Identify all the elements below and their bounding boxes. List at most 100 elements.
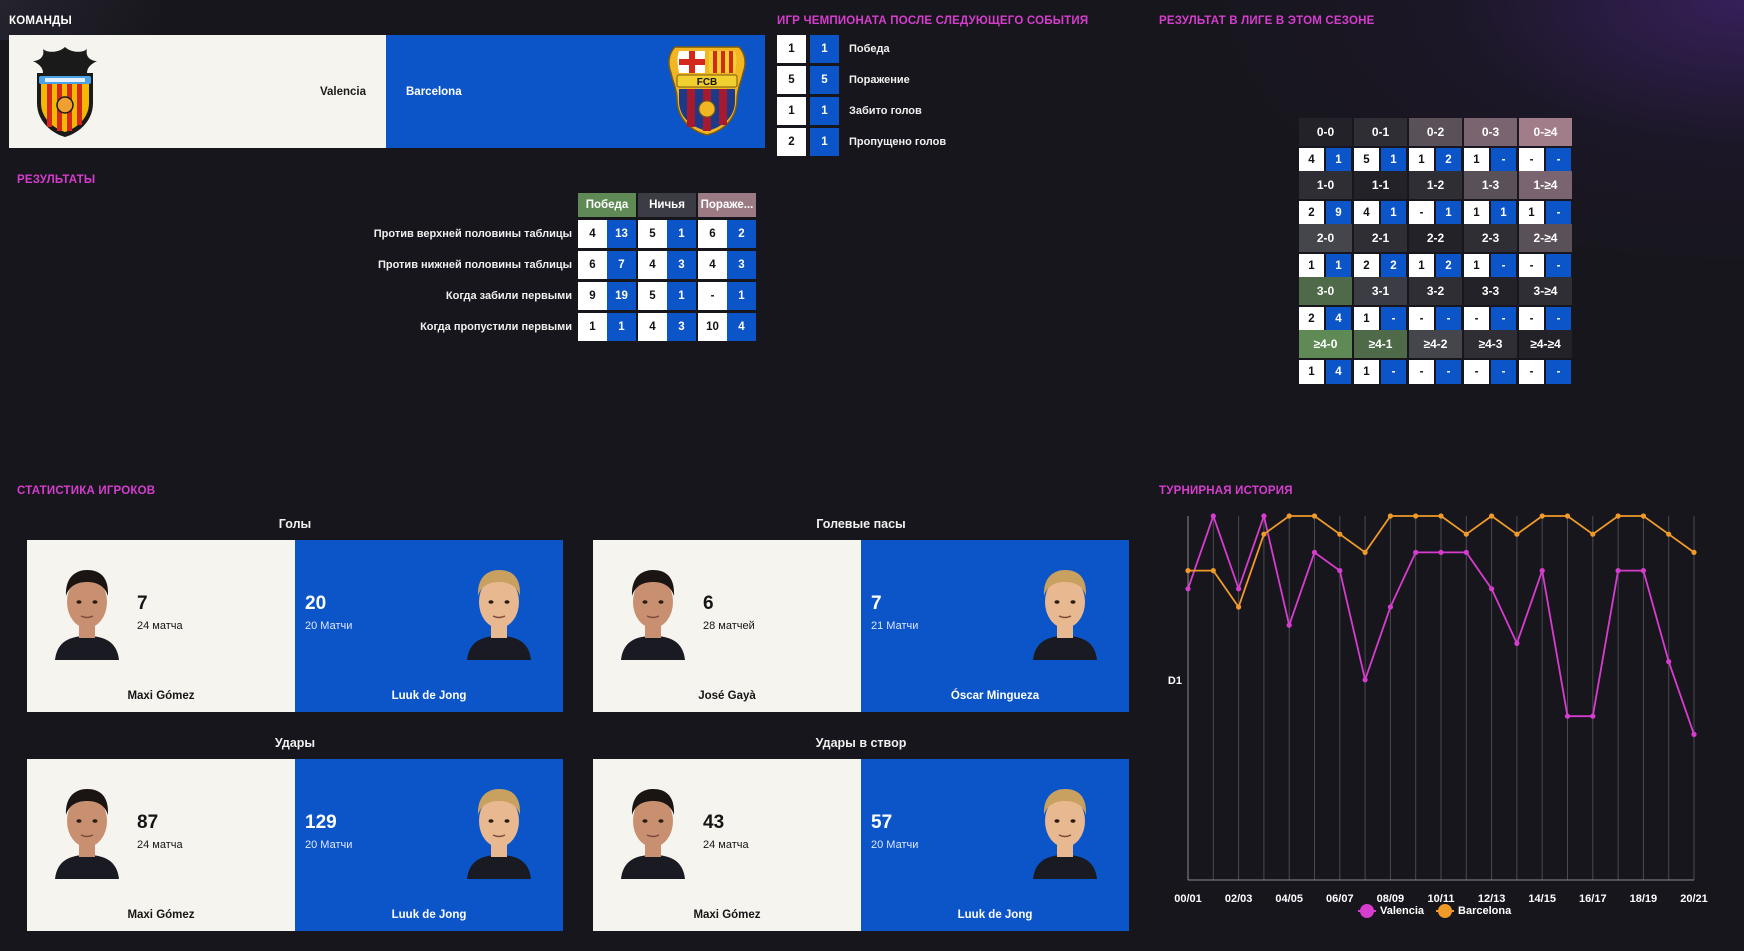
chart-point-valencia (1210, 513, 1216, 519)
teams-panel: Valencia Barcelona FCB (9, 35, 765, 148)
stat-matches: 24 матча (137, 839, 183, 851)
player-name[interactable]: Luuk de Jong (957, 909, 1033, 921)
player-name[interactable]: José Gayà (698, 690, 756, 702)
home-player-tile[interactable]: 87 24 матча Maxi Gómez (27, 759, 295, 931)
score-grid-header[interactable]: ≥4-≥4 (1519, 330, 1572, 358)
chart-point-valencia (1666, 659, 1672, 665)
chart-point-valencia (1236, 586, 1242, 592)
stat-card-title: Удары в створ (815, 736, 907, 750)
score-grid-cell: - (1519, 254, 1544, 278)
stat-card-title: Голевые пасы (816, 517, 906, 531)
player-name[interactable]: Maxi Gómez (127, 690, 195, 702)
legend-item-barcelona[interactable]: Barcelona (1436, 904, 1512, 918)
score-grid-header[interactable]: ≥4-2 (1409, 330, 1462, 358)
score-grid-cell: 4 (1354, 201, 1379, 225)
score-grid-cell: 4 (1299, 148, 1324, 172)
stat-card: 7 24 матча Maxi Gómez 20 20 Матчи Luuk de Jo… (27, 540, 563, 712)
score-grid-cell: 1 (1409, 254, 1434, 278)
chart-point-barcelona (1590, 531, 1596, 537)
player-name[interactable]: Luuk de Jong (391, 690, 467, 702)
next-event-label: Победа (849, 43, 890, 55)
chart-point-valencia (1337, 568, 1343, 574)
score-grid-header[interactable]: 3-0 (1299, 277, 1352, 305)
home-player-tile[interactable]: 6 28 матчей José Gayà (593, 540, 861, 712)
score-grid-header[interactable]: 0-2 (1409, 118, 1462, 146)
player-name[interactable]: Luuk de Jong (391, 909, 467, 921)
chart-point-barcelona (1463, 531, 1469, 537)
chart-point-barcelona (1387, 513, 1393, 519)
chart-point-barcelona (1691, 549, 1697, 555)
score-grid-cell: - (1546, 254, 1571, 278)
away-player-tile[interactable]: 129 20 Матчи Luuk de Jong (295, 759, 563, 931)
chart-point-valencia (1489, 586, 1495, 592)
score-grid-cell: - (1409, 307, 1434, 331)
stat-value: 43 (703, 812, 725, 833)
home-team-tile[interactable]: Valencia (9, 35, 386, 148)
away-player-tile[interactable]: 57 20 Матчи Luuk de Jong (861, 759, 1129, 931)
score-grid-header[interactable]: ≥4-3 (1464, 330, 1517, 358)
chart-point-barcelona (1438, 513, 1444, 519)
chart-x-tick-label: 18/19 (1630, 893, 1658, 905)
home-player-tile[interactable]: 7 24 матча Maxi Gómez (27, 540, 295, 712)
stat-card-title: Голы (278, 517, 312, 531)
next-event-label: Пропущено голов (849, 136, 947, 148)
chart-x-tick-label: 20/21 (1680, 893, 1708, 905)
results-cell: 1 (667, 282, 696, 310)
score-grid-header[interactable]: 0-1 (1354, 118, 1407, 146)
score-grid-header[interactable]: 1-≥4 (1519, 171, 1572, 199)
score-grid-header[interactable]: 1-1 (1354, 171, 1407, 199)
score-grid-header[interactable]: 0-0 (1299, 118, 1352, 146)
next-event-home-value: 1 (777, 97, 806, 125)
score-grid-cell: - (1546, 360, 1571, 384)
legend-item-valencia[interactable]: Valencia (1358, 904, 1425, 918)
score-grid-cell: 4 (1326, 307, 1351, 331)
league-results-title: РЕЗУЛЬТАТ В ЛИГЕ В ЭТОМ СЕЗОНЕ (1159, 15, 1375, 27)
results-cell: 4 (638, 251, 667, 279)
score-grid-header[interactable]: 2-≥4 (1519, 224, 1572, 252)
score-grid-header[interactable]: ≥4-1 (1354, 330, 1407, 358)
score-grid-header[interactable]: 3-3 (1464, 277, 1517, 305)
stat-value: 7 (871, 593, 882, 614)
score-grid-cell: 5 (1354, 148, 1379, 172)
chart-point-barcelona (1640, 513, 1646, 519)
chart-x-tick-label: 10/11 (1428, 893, 1455, 905)
results-cell: 13 (607, 220, 636, 248)
score-grid-header[interactable]: 1-0 (1299, 171, 1352, 199)
score-grid-header[interactable]: 3-≥4 (1519, 277, 1572, 305)
score-grid-header[interactable]: 0-3 (1464, 118, 1517, 146)
score-grid-header[interactable]: 1-3 (1464, 171, 1517, 199)
score-grid-cell: 1 (1409, 148, 1434, 172)
score-grid-header[interactable]: 2-3 (1464, 224, 1517, 252)
chart-point-barcelona (1286, 513, 1292, 519)
score-grid-header[interactable]: 2-2 (1409, 224, 1462, 252)
away-team-name: Barcelona (406, 85, 462, 98)
score-grid-header[interactable]: 0-≥4 (1519, 118, 1572, 146)
results-cell: 2 (727, 220, 756, 248)
valencia-crest-icon (33, 47, 97, 137)
player-name[interactable]: Maxi Gómez (127, 909, 195, 921)
away-team-tile[interactable]: Barcelona FCB (386, 35, 765, 148)
legend-label-valencia: Valencia (1380, 905, 1425, 917)
legend-label-barcelona: Barcelona (1458, 905, 1512, 917)
score-grid-header[interactable]: 1-2 (1409, 171, 1462, 199)
chart-point-valencia (1539, 568, 1545, 574)
score-grid-header[interactable]: 3-1 (1354, 277, 1407, 305)
player-avatar (51, 560, 123, 660)
score-grid-header[interactable]: 2-1 (1354, 224, 1407, 252)
score-grid-header[interactable]: ≥4-0 (1299, 330, 1352, 358)
score-grid-cell: - (1491, 148, 1516, 172)
home-team-name: Valencia (319, 85, 366, 98)
legend-swatch-valencia (1358, 904, 1376, 918)
chart-point-barcelona (1337, 531, 1343, 537)
away-player-tile[interactable]: 20 20 Матчи Luuk de Jong (295, 540, 563, 712)
away-player-tile[interactable]: 7 21 Матчи Óscar Mingueza (861, 540, 1129, 712)
player-name[interactable]: Maxi Gómez (693, 909, 761, 921)
player-name[interactable]: Óscar Mingueza (950, 690, 1040, 702)
score-grid-cell: 1 (1436, 201, 1461, 225)
score-grid-header[interactable]: 3-2 (1409, 277, 1462, 305)
score-grid-cell: - (1409, 201, 1434, 225)
score-grid-header[interactable]: 2-0 (1299, 224, 1352, 252)
results-cell: 6 (578, 251, 607, 279)
score-grid-cell: 2 (1436, 148, 1461, 172)
home-player-tile[interactable]: 43 24 матча Maxi Gómez (593, 759, 861, 931)
